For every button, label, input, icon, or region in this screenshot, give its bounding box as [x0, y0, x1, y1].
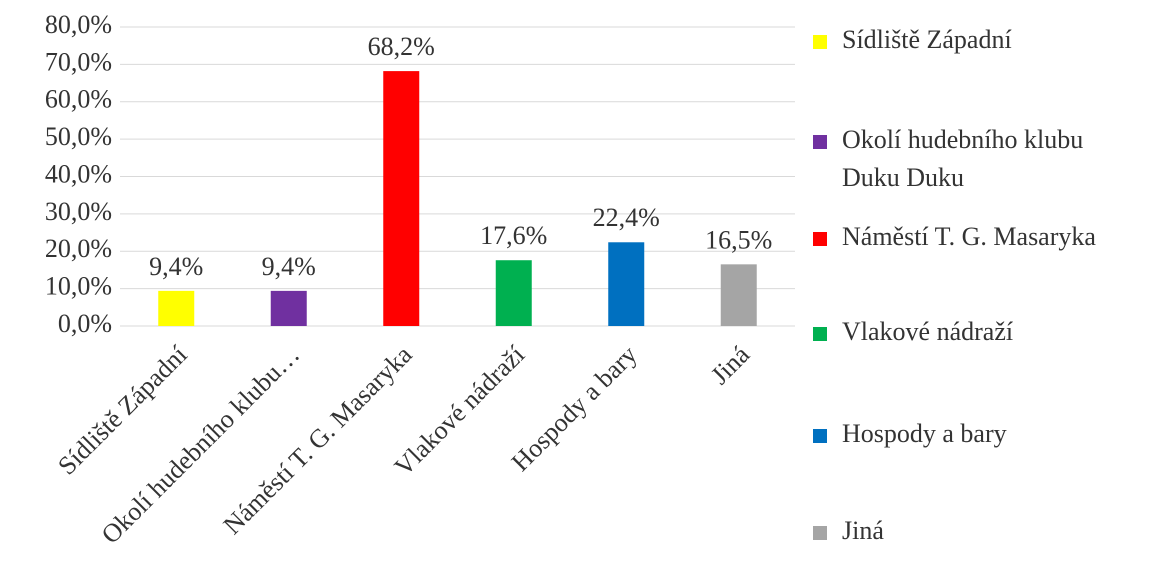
data-label: 17,6% — [480, 221, 547, 250]
bar — [608, 242, 645, 326]
y-tick-label: 10,0% — [45, 272, 112, 301]
legend-label: Okolí hudebního klubu Duku Duku — [842, 125, 1090, 192]
legend-swatch — [813, 35, 827, 49]
y-tick-label: 30,0% — [45, 197, 112, 226]
x-tick-label: Náměstí T. G. Masaryka — [218, 340, 418, 540]
data-label: 16,5% — [705, 225, 772, 254]
data-label: 9,4% — [149, 252, 203, 281]
bar — [158, 290, 195, 326]
data-label: 68,2% — [368, 32, 435, 61]
data-label: 22,4% — [593, 203, 660, 232]
legend-swatch — [813, 429, 827, 443]
y-tick-label: 60,0% — [45, 85, 112, 114]
legend-label: Sídliště Západní — [842, 25, 1012, 54]
legend-swatch — [813, 526, 827, 540]
legend-label: Náměstí T. G. Masaryka — [842, 222, 1096, 251]
y-tick-label: 20,0% — [45, 234, 112, 263]
bar — [383, 71, 420, 326]
y-tick-label: 80,0% — [45, 10, 112, 39]
data-label: 9,4% — [262, 252, 316, 281]
legend-swatch — [813, 232, 827, 246]
y-tick-label: 40,0% — [45, 159, 112, 188]
y-tick-label: 0,0% — [58, 309, 112, 338]
x-tick-label: Okolí hudebního klubu… — [96, 340, 305, 549]
legend-label: Hospody a bary — [842, 419, 1007, 448]
bar — [495, 260, 532, 326]
x-tick-label: Jiná — [705, 340, 755, 390]
bar — [270, 290, 307, 326]
legend-label: Vlakové nádraží — [842, 317, 1013, 346]
y-tick-label: 50,0% — [45, 122, 112, 151]
legend-swatch — [813, 135, 827, 149]
legend-label: Jiná — [842, 516, 884, 545]
legend-swatch — [813, 327, 827, 341]
y-tick-label: 70,0% — [45, 47, 112, 76]
bar — [720, 264, 757, 326]
